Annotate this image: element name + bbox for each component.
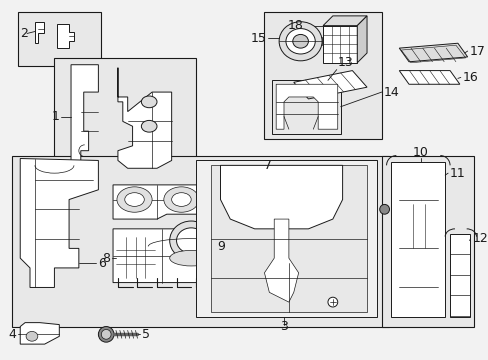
Polygon shape <box>293 71 366 99</box>
Ellipse shape <box>285 28 315 54</box>
Bar <box>381 156 472 327</box>
Polygon shape <box>35 22 43 43</box>
Polygon shape <box>323 16 366 26</box>
Text: 3: 3 <box>280 320 287 333</box>
Polygon shape <box>399 71 459 84</box>
Ellipse shape <box>169 250 212 266</box>
Ellipse shape <box>176 228 205 253</box>
Polygon shape <box>399 43 467 62</box>
Polygon shape <box>20 158 98 287</box>
Ellipse shape <box>141 120 157 132</box>
Polygon shape <box>274 161 376 172</box>
Polygon shape <box>118 68 171 168</box>
Polygon shape <box>276 84 337 129</box>
Ellipse shape <box>327 297 337 307</box>
Bar <box>264 12 381 139</box>
Text: 12: 12 <box>471 232 488 245</box>
Polygon shape <box>210 165 366 312</box>
Bar <box>272 80 340 134</box>
Ellipse shape <box>141 96 157 108</box>
Bar <box>342 165 366 312</box>
Polygon shape <box>196 161 376 317</box>
Polygon shape <box>362 161 376 211</box>
Text: 15: 15 <box>250 32 266 45</box>
Bar <box>169 247 212 271</box>
Text: 7: 7 <box>264 159 272 172</box>
Polygon shape <box>57 24 74 48</box>
Polygon shape <box>449 234 468 317</box>
Polygon shape <box>357 16 366 63</box>
Polygon shape <box>264 219 298 302</box>
Ellipse shape <box>101 329 111 339</box>
Ellipse shape <box>117 187 152 212</box>
Bar <box>274 172 362 216</box>
Polygon shape <box>113 229 215 283</box>
Bar <box>400 204 435 248</box>
Ellipse shape <box>163 187 199 212</box>
Ellipse shape <box>169 221 212 260</box>
Text: 10: 10 <box>412 146 428 159</box>
Ellipse shape <box>379 204 389 214</box>
Polygon shape <box>391 162 444 317</box>
Ellipse shape <box>279 22 322 61</box>
Ellipse shape <box>26 332 38 341</box>
Bar <box>230 263 342 312</box>
Text: 8: 8 <box>102 252 110 265</box>
Bar <box>18 12 101 66</box>
Bar <box>323 26 357 63</box>
Text: 4: 4 <box>8 328 16 341</box>
Bar <box>279 37 322 45</box>
Text: 6: 6 <box>98 257 106 270</box>
Text: 14: 14 <box>383 86 399 99</box>
Text: 13: 13 <box>337 56 353 69</box>
Polygon shape <box>113 185 205 219</box>
Polygon shape <box>20 323 59 344</box>
Bar <box>116 237 155 278</box>
Text: 9: 9 <box>217 240 225 253</box>
Ellipse shape <box>171 193 191 206</box>
Bar <box>54 58 196 180</box>
Text: 1: 1 <box>51 110 59 123</box>
Text: 16: 16 <box>462 71 478 84</box>
Text: 18: 18 <box>287 19 303 32</box>
Text: 17: 17 <box>468 45 485 58</box>
Ellipse shape <box>124 193 144 206</box>
Polygon shape <box>220 165 342 229</box>
Text: 11: 11 <box>449 167 465 180</box>
Ellipse shape <box>292 35 308 48</box>
Text: 5: 5 <box>142 328 150 341</box>
Bar <box>12 156 388 327</box>
Bar <box>210 165 230 312</box>
Text: 2: 2 <box>20 27 28 40</box>
Ellipse shape <box>98 327 114 342</box>
Polygon shape <box>71 65 98 170</box>
